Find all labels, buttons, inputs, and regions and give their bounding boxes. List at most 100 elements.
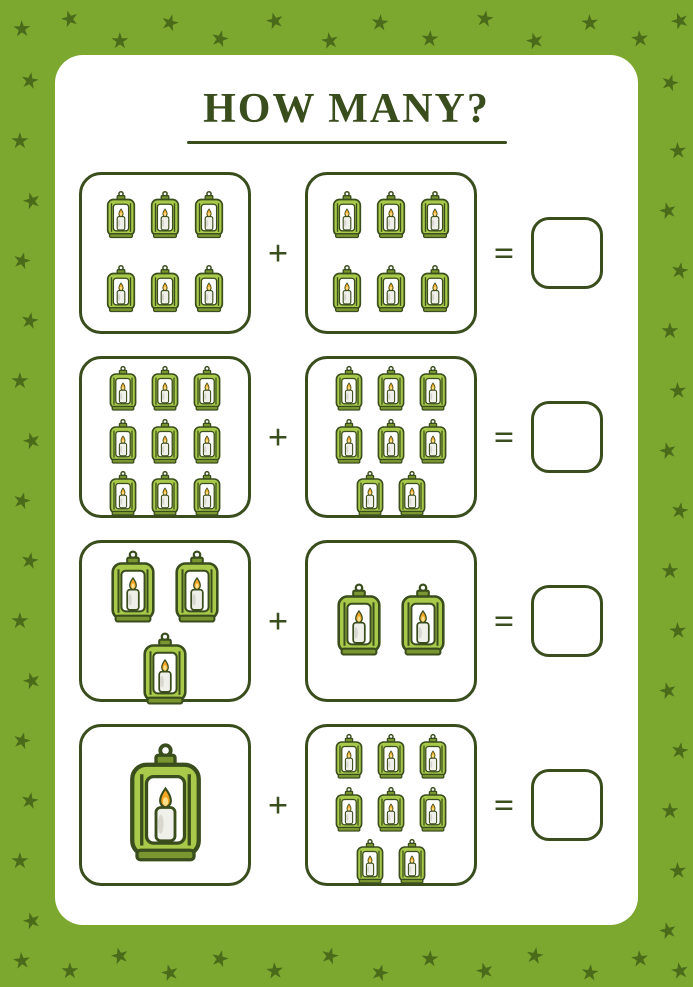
lantern-group (314, 365, 468, 509)
star-icon: ★ (317, 943, 342, 969)
answer-box[interactable] (531, 217, 603, 289)
count-box (79, 172, 251, 334)
lantern-icon (331, 733, 367, 782)
star-icon: ★ (656, 918, 680, 944)
plus-operator: + (261, 784, 295, 826)
star-icon: ★ (264, 959, 286, 983)
star-icon: ★ (18, 308, 41, 333)
lantern-group (314, 733, 468, 877)
lantern-icon (105, 470, 141, 519)
count-box (79, 356, 251, 518)
lantern-icon (416, 264, 454, 315)
count-box (79, 540, 251, 702)
lantern-icon (102, 264, 140, 315)
lantern-icon (394, 470, 430, 519)
star-icon: ★ (667, 619, 688, 642)
lantern-icon (189, 418, 225, 467)
star-icon: ★ (660, 320, 680, 342)
lantern-icon (415, 786, 451, 835)
problem-row: + = (79, 540, 614, 702)
lantern-icon (105, 365, 141, 414)
star-icon: ★ (660, 800, 680, 822)
star-icon: ★ (208, 26, 232, 52)
answer-box[interactable] (531, 585, 603, 657)
lantern-icon (331, 786, 367, 835)
star-icon: ★ (10, 248, 34, 274)
star-icon: ★ (107, 943, 132, 969)
lantern-icon (372, 264, 410, 315)
star-icon: ★ (318, 28, 341, 53)
page-title: HOW MANY? (79, 85, 614, 133)
star-icon: ★ (523, 943, 546, 968)
lantern-icon (118, 741, 213, 869)
count-box (305, 540, 477, 702)
lantern-icon (415, 418, 451, 467)
lantern-icon (394, 838, 430, 887)
count-box (79, 724, 251, 886)
star-icon: ★ (668, 498, 691, 523)
lantern-icon (328, 264, 366, 315)
lantern-group (88, 733, 242, 877)
count-box (305, 172, 477, 334)
star-icon: ★ (10, 728, 34, 754)
count-box (305, 724, 477, 886)
star-icon: ★ (11, 949, 33, 973)
equals-operator: = (487, 784, 521, 826)
title-underline (187, 141, 507, 144)
plus-operator: + (261, 416, 295, 458)
star-icon: ★ (660, 560, 680, 582)
lantern-icon (104, 549, 162, 627)
count-box (305, 356, 477, 518)
problem-row: + (79, 724, 614, 886)
star-icon: ★ (19, 908, 44, 935)
star-icon: ★ (367, 960, 392, 987)
star-icon: ★ (667, 139, 688, 162)
lantern-icon (372, 190, 410, 241)
star-icon: ★ (579, 11, 600, 34)
star-icon: ★ (579, 961, 601, 985)
star-icon: ★ (419, 27, 440, 50)
star-icon: ★ (667, 7, 693, 34)
lantern-icon (373, 733, 409, 782)
star-icon: ★ (12, 18, 32, 41)
lantern-icon (189, 365, 225, 414)
star-icon: ★ (657, 70, 682, 97)
answer-box[interactable] (531, 401, 603, 473)
lantern-icon (331, 418, 367, 467)
lantern-icon (147, 470, 183, 519)
equals-operator: = (487, 232, 521, 274)
lantern-icon (415, 365, 451, 414)
star-icon: ★ (19, 188, 44, 215)
lantern-icon (136, 631, 194, 709)
star-icon: ★ (10, 850, 30, 872)
lantern-group (88, 365, 242, 509)
answer-box[interactable] (531, 769, 603, 841)
lantern-icon (146, 190, 184, 241)
star-icon: ★ (369, 11, 391, 35)
star-icon: ★ (10, 488, 34, 514)
lantern-icon (331, 365, 367, 414)
star-icon: ★ (419, 947, 440, 970)
lantern-icon (190, 190, 228, 241)
lantern-icon (102, 190, 140, 241)
star-icon: ★ (656, 438, 680, 464)
equals-operator: = (487, 600, 521, 642)
lantern-icon (416, 190, 454, 241)
star-icon: ★ (629, 947, 651, 971)
lantern-icon (415, 733, 451, 782)
star-icon: ★ (18, 548, 41, 573)
lantern-icon (105, 418, 141, 467)
star-icon: ★ (668, 258, 691, 283)
star-icon: ★ (473, 7, 496, 32)
star-icon: ★ (262, 8, 287, 34)
lantern-icon (189, 470, 225, 519)
lantern-icon (147, 365, 183, 414)
star-icon: ★ (656, 678, 680, 704)
lantern-icon (328, 190, 366, 241)
plus-operator: + (261, 600, 295, 642)
star-icon: ★ (18, 788, 41, 813)
lantern-group (88, 181, 242, 325)
star-icon: ★ (667, 859, 688, 882)
lantern-icon (352, 470, 388, 519)
lantern-icon (190, 264, 228, 315)
